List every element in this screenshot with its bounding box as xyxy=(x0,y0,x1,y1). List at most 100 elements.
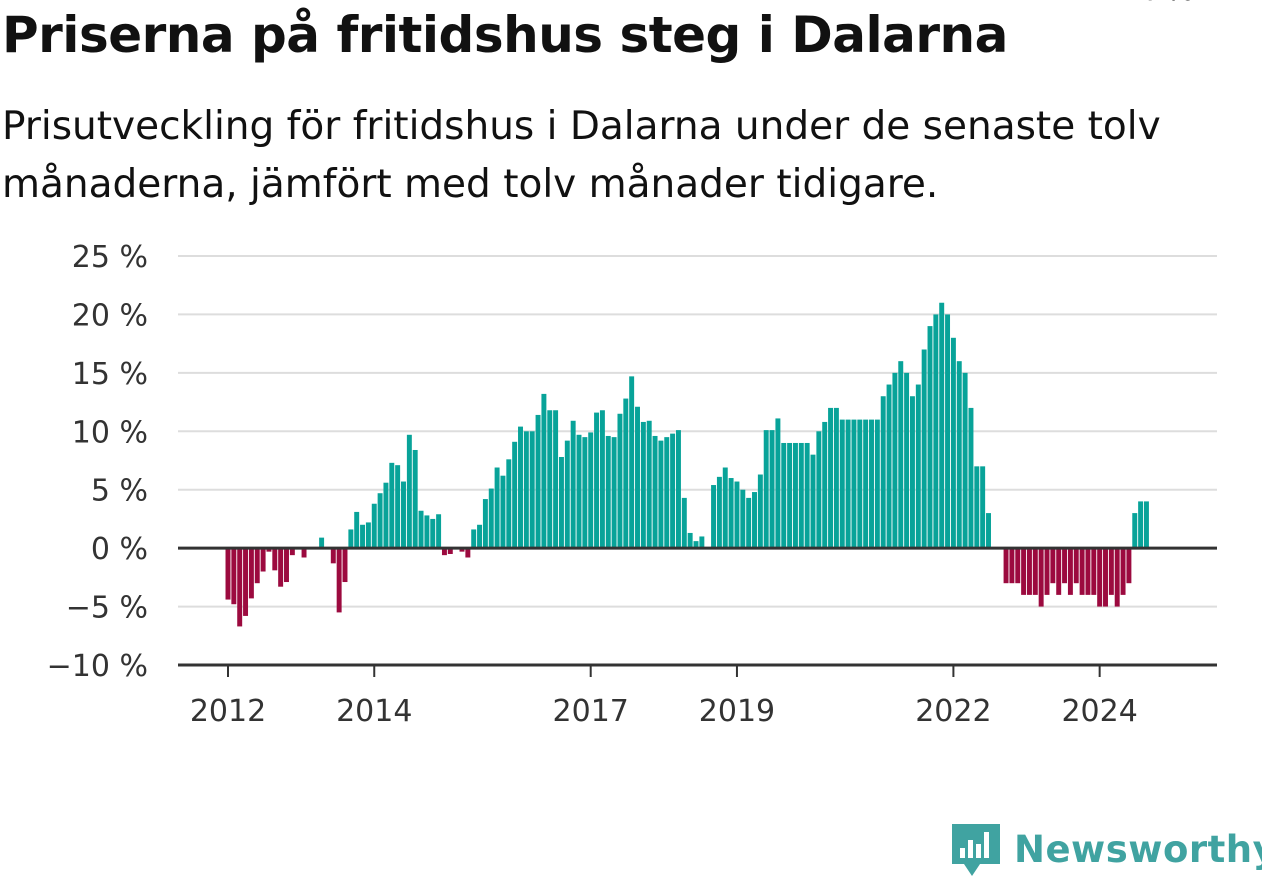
bar xyxy=(243,548,249,616)
bar xyxy=(763,430,769,549)
bar xyxy=(828,407,834,549)
x-axis-ticks: 2012 2014 2017 2019 2022 2024 xyxy=(190,665,1138,729)
bar xyxy=(278,548,284,587)
bar xyxy=(670,433,676,549)
bar xyxy=(401,481,406,549)
bar xyxy=(880,396,886,549)
bar xyxy=(863,419,869,549)
bar xyxy=(360,524,366,549)
chart-subtitle: Prisutveckling för fritidshus i Dalarna … xyxy=(2,104,1161,207)
bar xyxy=(418,510,424,549)
newsworthy-logo: Newsworthy xyxy=(950,820,1262,878)
bar xyxy=(477,524,483,549)
bar xyxy=(939,302,945,549)
last-value-annotation: 4 % xyxy=(1137,0,1194,8)
bar xyxy=(576,434,582,549)
bar xyxy=(465,548,471,558)
bar xyxy=(289,548,295,556)
bar xyxy=(757,474,763,549)
bar xyxy=(1044,548,1050,595)
bar xyxy=(459,548,465,552)
bar xyxy=(699,536,705,549)
bar xyxy=(1073,548,1079,584)
bar xyxy=(904,372,910,549)
bar xyxy=(1126,548,1132,584)
bar xyxy=(775,418,781,549)
bar xyxy=(658,440,664,549)
bar xyxy=(874,419,880,549)
bar xyxy=(1103,548,1108,607)
bar xyxy=(851,419,857,549)
y-tick-label: 10 % xyxy=(72,415,148,450)
bar xyxy=(921,349,927,549)
y-tick-label: −10 % xyxy=(47,649,148,684)
bar xyxy=(675,430,681,549)
bar xyxy=(722,467,728,549)
x-tick-label: 2019 xyxy=(699,694,775,729)
bar xyxy=(968,407,974,549)
bar xyxy=(518,426,523,549)
bar xyxy=(512,441,518,549)
x-tick-label: 2024 xyxy=(1061,694,1137,729)
bar xyxy=(734,481,740,549)
bar xyxy=(728,478,734,549)
x-tick-label: 2017 xyxy=(553,694,629,729)
bar xyxy=(681,497,687,549)
bar xyxy=(962,372,968,549)
bar xyxy=(570,420,576,549)
y-tick-label: 5 % xyxy=(91,474,148,509)
bar xyxy=(810,454,816,549)
bar xyxy=(711,485,717,549)
x-tick-label: 2022 xyxy=(915,694,991,729)
bar xyxy=(956,361,962,549)
bar xyxy=(1021,548,1027,595)
bar xyxy=(225,548,231,600)
newsworthy-icon xyxy=(952,824,1000,876)
bar xyxy=(845,419,851,549)
bar xyxy=(769,430,775,549)
bar xyxy=(869,419,874,549)
bar xyxy=(986,513,991,549)
bar xyxy=(523,431,529,549)
bar xyxy=(365,522,371,549)
bar xyxy=(927,326,933,549)
bar xyxy=(740,489,746,549)
bar xyxy=(611,437,617,549)
bar xyxy=(319,537,325,549)
bar xyxy=(1085,548,1091,595)
bar xyxy=(547,410,553,549)
bar xyxy=(1067,548,1073,595)
bar xyxy=(1097,548,1103,607)
bar xyxy=(301,548,307,558)
bar xyxy=(1138,501,1144,549)
bar xyxy=(582,437,588,549)
bar xyxy=(377,493,383,549)
bar xyxy=(330,548,336,564)
bar xyxy=(1114,548,1120,607)
bar xyxy=(798,442,804,549)
bar xyxy=(898,361,904,549)
bar xyxy=(588,432,594,549)
bar xyxy=(348,529,354,549)
bar xyxy=(915,384,921,549)
bar xyxy=(430,518,436,549)
bar xyxy=(623,398,629,549)
bar xyxy=(1032,548,1038,595)
bar xyxy=(436,514,442,549)
bar xyxy=(1079,548,1085,595)
bar xyxy=(260,548,266,572)
bar xyxy=(693,541,699,549)
bar xyxy=(950,337,956,549)
y-tick-label: 20 % xyxy=(72,298,148,333)
bar xyxy=(254,548,260,584)
chart-title: Priserna på fritidshus steg i Dalarna xyxy=(2,6,1008,64)
bar xyxy=(266,548,272,552)
bar xyxy=(617,413,623,549)
bar xyxy=(652,435,658,549)
bar xyxy=(839,419,845,549)
bar xyxy=(646,420,652,549)
bar xyxy=(833,407,839,549)
bar xyxy=(687,532,693,549)
bar xyxy=(974,466,980,549)
bar xyxy=(1009,548,1015,584)
